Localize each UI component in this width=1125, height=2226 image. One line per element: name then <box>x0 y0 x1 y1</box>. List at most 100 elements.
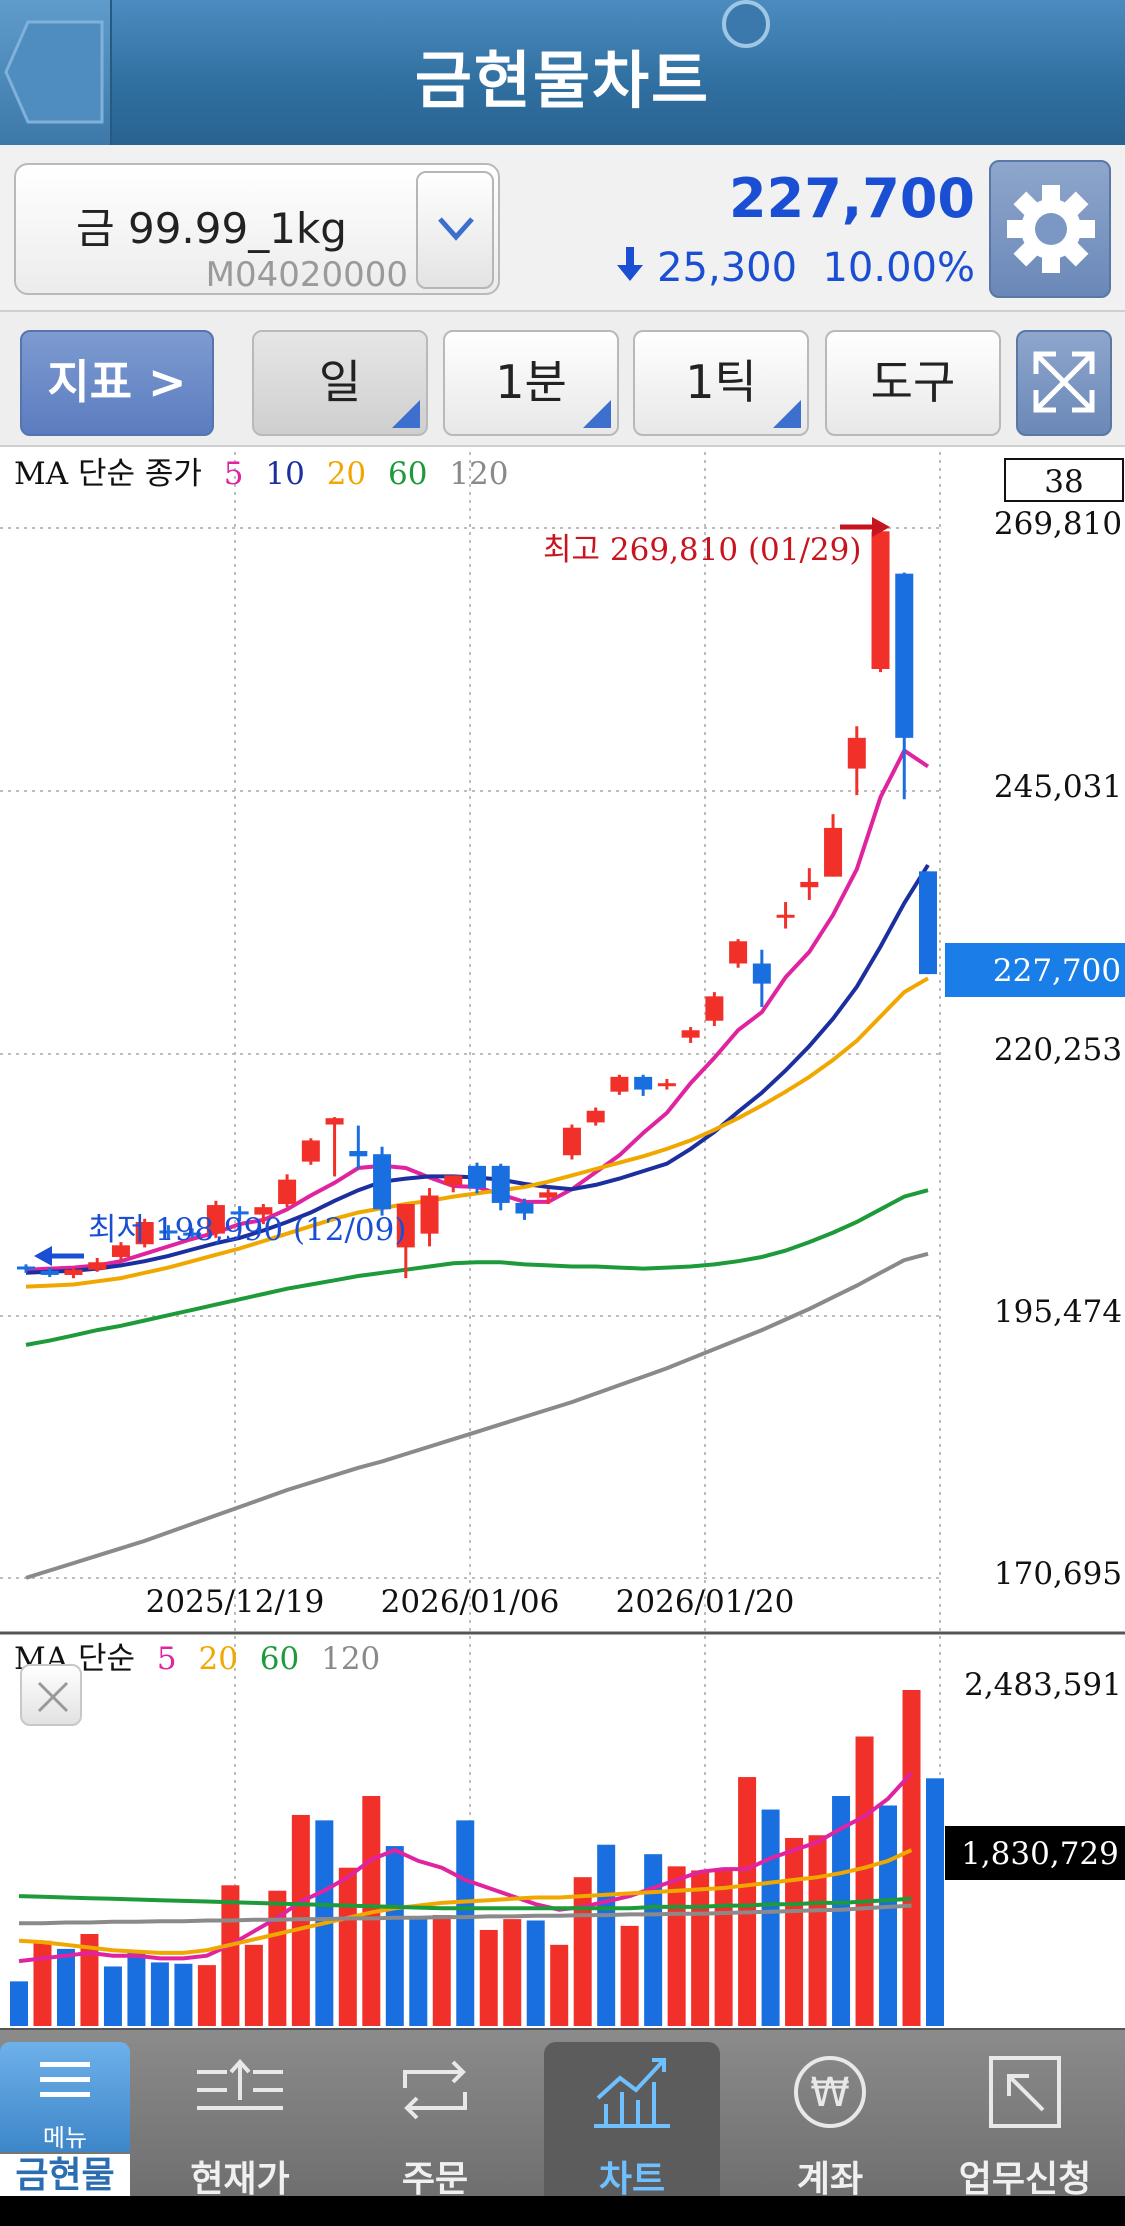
candle-body <box>776 914 795 918</box>
y-label-1: 245,031 <box>994 769 1122 805</box>
volume-bar <box>550 1944 569 2026</box>
volume-bar <box>761 1809 780 2026</box>
nav-request[interactable]: 업무신청 <box>935 2030 1115 2200</box>
won-coin-icon: ₩ <box>794 2056 866 2128</box>
dropdown-corner-icon <box>583 400 611 428</box>
counter-box <box>1004 458 1124 502</box>
tick-button[interactable]: 1틱 <box>633 330 809 436</box>
chart-toolbar: 지표 > 일 1분 1틱 도구 <box>0 312 1125 447</box>
current-volume-label: 1,830,729 <box>961 1836 1119 1872</box>
back-arrow-icon <box>4 20 104 124</box>
volume-bar <box>456 1820 475 2026</box>
candle-body <box>183 1232 202 1236</box>
product-name: 금 99.99_1kg <box>76 204 347 253</box>
candle-body <box>111 1245 130 1257</box>
volume-bar <box>174 1963 193 2026</box>
candle-body <box>468 1165 486 1189</box>
y-label-2: 220,253 <box>994 1032 1122 1068</box>
legend-ma5: 5 <box>224 456 244 492</box>
ma20-line <box>25 976 930 1289</box>
volume-bar <box>526 1920 545 2026</box>
candle-body <box>871 531 890 670</box>
vol-legend-ma5: 5 <box>157 1641 177 1677</box>
candle-body <box>278 1179 297 1204</box>
settings-button[interactable] <box>989 160 1111 298</box>
candle-body <box>847 737 866 769</box>
gear-icon <box>1007 185 1095 273</box>
price-ma-lines <box>25 747 930 1580</box>
x-label-1: 2026/01/06 <box>381 1584 560 1620</box>
nav-menu[interactable]: 메뉴 금현물 <box>0 2030 130 2198</box>
candle-body <box>539 1192 558 1198</box>
product-dropdown-button[interactable] <box>416 171 494 289</box>
x-label-0: 2025/12/19 <box>146 1584 325 1620</box>
nav-label-request: 업무신청 <box>958 2159 1092 2200</box>
fullscreen-button[interactable] <box>1016 330 1112 436</box>
candle-body <box>729 941 748 964</box>
legend-ma10: 10 <box>265 456 304 492</box>
tick-label: 1틱 <box>685 355 757 409</box>
exchange-arrows-icon <box>403 2060 467 2120</box>
nav-current-price[interactable]: 현재가 <box>150 2030 330 2200</box>
nav-label-order: 주문 <box>401 2159 469 2200</box>
volume-bar <box>597 1844 616 2026</box>
tool-button[interactable]: 도구 <box>825 330 1001 436</box>
candle-body <box>610 1076 629 1092</box>
candle-body <box>64 1269 83 1275</box>
candle-body <box>491 1165 510 1203</box>
chart-area[interactable]: MA 단순 종가 5 10 20 60 120 38 269,810 245,0… <box>0 447 1125 2028</box>
candle-body <box>373 1154 392 1210</box>
nav-order[interactable]: 주문 <box>345 2030 525 2200</box>
candle-body <box>824 827 843 877</box>
volume-bar <box>785 1837 804 2026</box>
minute-label: 1분 <box>495 355 567 409</box>
volume-bar <box>808 1835 827 2026</box>
volume-bar <box>197 1965 216 2026</box>
x-label-2: 2026/01/20 <box>616 1584 795 1620</box>
legend-ma120: 120 <box>449 456 508 492</box>
volume-ma-lines <box>18 1771 913 1964</box>
nav-label-chart: 차트 <box>598 2159 666 2200</box>
volume-bar <box>56 1948 75 2026</box>
nav-chart[interactable]: 차트 <box>542 2030 722 2200</box>
lock-icon <box>722 0 770 48</box>
nav-label-account: 계좌 <box>796 2159 864 2200</box>
y-label-4: 170,695 <box>994 1556 1122 1592</box>
volume-bar <box>244 1944 263 2026</box>
candle-body <box>681 1030 700 1038</box>
change-percent: 10.00% <box>822 245 975 291</box>
candle-body <box>800 881 819 888</box>
minute-button[interactable]: 1분 <box>443 330 619 436</box>
volume-bar <box>150 1962 169 2026</box>
period-day-button[interactable]: 일 <box>252 330 428 436</box>
price-legend-title: MA 단순 종가 <box>14 456 202 492</box>
candle-body <box>444 1175 463 1185</box>
indicator-button[interactable]: 지표 > <box>20 330 214 436</box>
volume-bar <box>926 1778 944 2026</box>
candle-body <box>40 1270 59 1275</box>
volume-bar <box>855 1736 874 2026</box>
candles <box>17 528 937 1279</box>
close-icon <box>37 1681 69 1713</box>
current-volume-marker <box>945 1826 1125 1880</box>
counter-value: 38 <box>1044 464 1083 500</box>
volume-bar <box>432 1915 451 2026</box>
external-arrow-icon <box>989 2056 1061 2128</box>
current-price: 227,700 <box>729 167 975 230</box>
candle-body <box>230 1211 249 1215</box>
vol-ma5-line <box>18 1771 913 1964</box>
dropdown-corner-icon <box>773 400 801 428</box>
dropdown-corner-icon <box>392 400 420 428</box>
price-legend: MA 단순 종가 5 10 20 60 120 <box>14 456 508 492</box>
candle-body <box>705 996 724 1021</box>
back-button[interactable] <box>0 0 112 145</box>
nav-account[interactable]: ₩ 계좌 <box>740 2030 920 2200</box>
menu-sub-label: 메뉴 <box>42 2124 88 2152</box>
current-price-marker <box>945 943 1125 997</box>
candle-body <box>206 1205 225 1234</box>
volume-bar <box>479 1929 498 2026</box>
volume-bar <box>10 1981 28 2026</box>
product-selector[interactable]: 금 99.99_1kg M04020000 <box>14 163 500 295</box>
volume-bar <box>691 1870 710 2026</box>
close-volume-pane-button[interactable] <box>20 1664 82 1726</box>
